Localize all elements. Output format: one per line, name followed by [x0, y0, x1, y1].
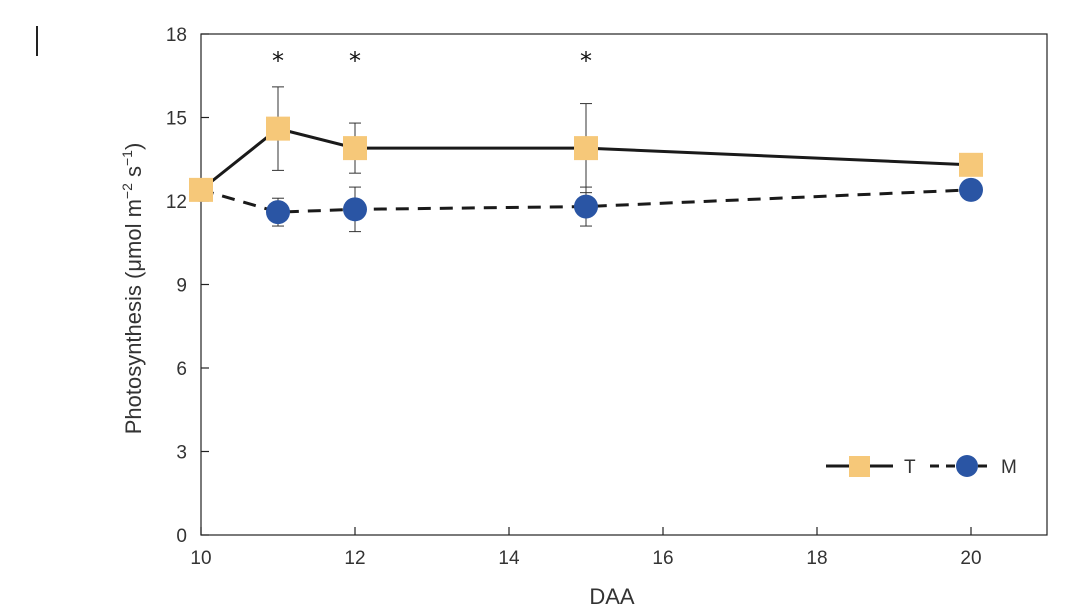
y-tick-label: 12: [166, 192, 187, 213]
y-tick-label: 9: [176, 276, 187, 297]
x-tick-label: 14: [498, 548, 520, 569]
legend-marker-M: [956, 455, 978, 477]
plot-frame: [200, 33, 1048, 536]
y-tick-label: 6: [176, 359, 187, 380]
y-tick-label: 15: [166, 109, 187, 130]
legend-label-M: M: [1001, 457, 1017, 478]
x-tick-label: 10: [190, 548, 211, 569]
y-tick-label: 0: [176, 526, 187, 547]
panel-marker: [36, 26, 38, 56]
series-T: [189, 86, 983, 202]
y-axis-title-part: Photosynthesis (μmol m: [121, 199, 146, 434]
y-axis-title-superscript: −2: [119, 183, 135, 199]
significance-star: *: [272, 47, 284, 75]
data-point-T: [959, 152, 983, 177]
x-tick-label: 12: [344, 548, 365, 569]
y-axis-title-part: ): [121, 143, 146, 150]
y-axis-title: Photosynthesis (μmol m−2 s−1): [119, 143, 146, 435]
data-point-T: [343, 136, 367, 161]
data-point-T: [266, 116, 290, 141]
x-tick-label: 18: [806, 548, 827, 569]
x-tick-label: 16: [652, 548, 673, 569]
y-tick-label: 18: [166, 25, 187, 46]
axes: 0 3 6 9 12 15 18 10 12 14 16 18 20: [166, 25, 1048, 569]
significance-star: *: [349, 47, 361, 75]
data-point-T: [189, 177, 213, 202]
data-point-M: [343, 197, 367, 222]
significance-star: *: [580, 47, 592, 75]
data-point-M: [266, 200, 290, 225]
series-layer: [189, 86, 983, 233]
y-axis-title-part: s: [121, 166, 146, 183]
y-tick-label: 3: [176, 443, 187, 464]
y-axis-title-superscript: −1: [119, 150, 135, 166]
x-tick-label: 20: [960, 548, 981, 569]
legend-label-T: T: [904, 457, 916, 478]
data-point-M: [959, 177, 983, 202]
legend-marker-T: [849, 456, 870, 477]
annotation-layer: * * *: [272, 47, 592, 75]
data-point-M: [574, 194, 598, 219]
x-axis-title: DAA: [589, 584, 635, 605]
data-point-T: [574, 136, 598, 161]
